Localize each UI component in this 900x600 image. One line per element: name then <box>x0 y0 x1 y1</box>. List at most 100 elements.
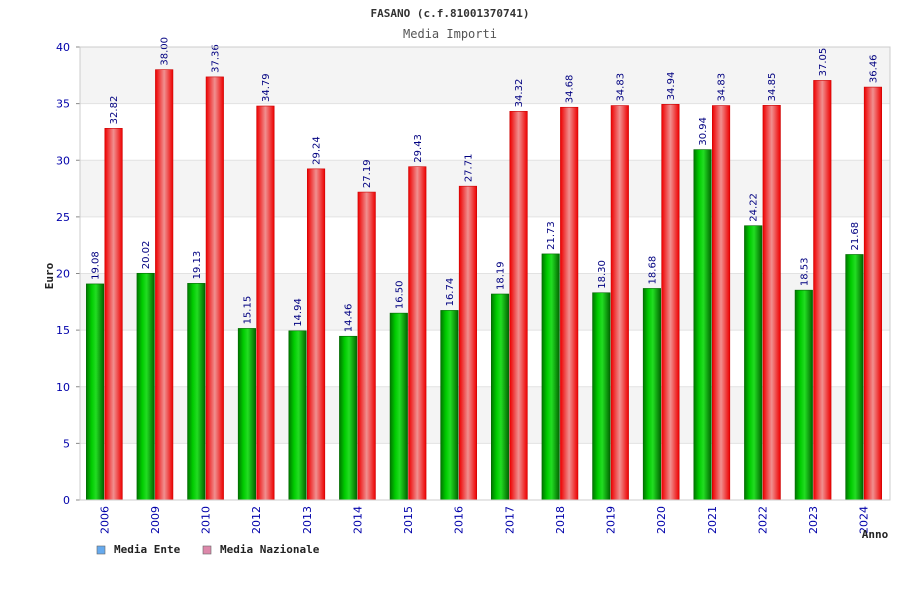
bar-media-ente-2016 <box>440 310 459 501</box>
x-tick-label: 2010 <box>200 506 213 534</box>
bar-media-ente-2009 <box>136 272 155 501</box>
x-tick-label: 2022 <box>756 506 769 534</box>
bar-media-ente-2006 <box>86 283 105 501</box>
bar-value-label: 21.68 <box>850 222 861 251</box>
legend-item-media-nazionale: Media Nazionale <box>202 543 320 556</box>
bar-media-ente-2019 <box>592 292 611 501</box>
bar-value-label: 32.82 <box>109 96 120 125</box>
bar-media-nazionale-2024 <box>863 86 882 501</box>
bar-value-label: 30.94 <box>698 117 709 146</box>
x-tick-label: 2021 <box>706 506 719 534</box>
bar-value-label: 20.02 <box>141 241 152 270</box>
bar-media-nazionale-2020 <box>661 104 680 501</box>
y-tick-label: 20 <box>56 268 70 281</box>
bar-media-ente-2017 <box>491 293 510 501</box>
bar-value-label: 34.32 <box>514 79 525 108</box>
bar-value-label: 24.22 <box>749 193 760 222</box>
bar-media-nazionale-2009 <box>155 69 174 501</box>
bar-media-nazionale-2018 <box>560 106 579 501</box>
chart-subtitle: Media Importi <box>403 27 497 41</box>
x-tick-label: 2024 <box>858 506 871 534</box>
x-tick-label: 2015 <box>402 506 415 534</box>
bar-media-nazionale-2014 <box>357 191 376 501</box>
bar-value-label: 16.50 <box>394 280 405 309</box>
bar-value-label: 29.43 <box>413 134 424 163</box>
bar-media-nazionale-2016 <box>458 185 477 501</box>
x-tick-label: 2014 <box>351 506 364 534</box>
bar-value-label: 37.05 <box>818 48 829 77</box>
bar-media-nazionale-2022 <box>762 105 781 501</box>
x-tick-label: 2023 <box>807 506 820 534</box>
bar-value-label: 29.24 <box>312 136 323 165</box>
bar-value-label: 37.36 <box>210 44 221 73</box>
bar-value-label: 15.15 <box>242 296 253 325</box>
x-tick-label: 2019 <box>605 506 618 534</box>
y-tick-label: 25 <box>56 211 70 224</box>
bar-value-label: 18.19 <box>496 261 507 290</box>
bar-value-label: 34.83 <box>615 73 626 102</box>
bar-value-label: 18.68 <box>647 256 658 285</box>
bar-value-label: 18.30 <box>597 260 608 289</box>
bar-media-ente-2014 <box>339 335 358 501</box>
legend-label-media-ente: Media Ente <box>114 543 181 556</box>
bar-media-nazionale-2010 <box>205 76 224 501</box>
x-tick-label: 2016 <box>453 506 466 534</box>
x-tick-label: 2013 <box>301 506 314 534</box>
y-tick-label: 0 <box>63 494 70 507</box>
x-tick-label: 2018 <box>554 506 567 534</box>
bar-media-nazionale-2017 <box>509 111 528 501</box>
bar-value-label: 36.46 <box>868 54 879 83</box>
bar-value-label: 14.94 <box>293 298 304 327</box>
y-axis-label: Euro <box>43 262 56 289</box>
bar-value-label: 27.71 <box>463 154 474 183</box>
x-tick-label: 2006 <box>98 506 111 534</box>
legend: Media Ente Media Nazionale <box>96 543 320 556</box>
bar-value-label: 34.85 <box>767 73 778 102</box>
bar-value-label: 34.79 <box>261 73 272 102</box>
bar-media-nazionale-2019 <box>610 105 629 501</box>
x-tick-label: 2020 <box>655 506 668 534</box>
y-tick-label: 10 <box>56 381 70 394</box>
legend-item-media-ente: Media Ente <box>96 543 181 556</box>
y-tick-label: 15 <box>56 324 70 337</box>
bar-data-labels: 19.08 32.82 20.02 38.00 19.13 37.36 15.15 34.79… <box>91 37 880 332</box>
chart-title: FASANO (c.f.81001370741) <box>371 7 530 20</box>
bar-media-ente-2013 <box>288 330 307 501</box>
x-tick-label: 2009 <box>149 506 162 534</box>
bar-value-label: 18.53 <box>799 258 810 287</box>
bar-value-label: 27.19 <box>362 159 373 188</box>
bar-value-label: 16.74 <box>445 278 456 307</box>
bar-media-nazionale-2021 <box>712 105 731 501</box>
bar-media-ente-2010 <box>187 283 206 501</box>
x-tick-label: 2017 <box>503 506 516 534</box>
x-tick-label: 2012 <box>250 506 263 534</box>
bar-media-nazionale-2013 <box>307 168 326 501</box>
bar-media-nazionale-2006 <box>104 128 123 501</box>
bar-value-label: 34.94 <box>666 72 677 101</box>
legend-label-media-nazionale: Media Nazionale <box>220 543 320 556</box>
bar-value-label: 34.83 <box>717 73 728 102</box>
x-axis-label: Anno <box>862 528 889 541</box>
legend-swatch-media-ente <box>96 545 106 555</box>
y-tick-label: 30 <box>56 154 70 167</box>
bar-value-label: 34.68 <box>565 75 576 104</box>
y-tick-label: 5 <box>63 437 70 450</box>
y-axis-ticks: 0 5 10 15 20 25 30 35 40 <box>56 41 80 507</box>
bar-media-nazionale-2023 <box>813 80 832 501</box>
bar-value-label: 14.46 <box>344 304 355 333</box>
bar-media-nazionale-2012 <box>256 105 275 501</box>
bar-media-ente-2021 <box>693 149 712 501</box>
legend-swatch-media-nazionale <box>202 545 212 555</box>
bar-media-ente-2022 <box>744 225 763 501</box>
bar-value-label: 38.00 <box>160 37 171 66</box>
bar-media-ente-2015 <box>389 312 408 501</box>
bar-value-label: 19.13 <box>192 251 203 280</box>
y-tick-label: 35 <box>56 98 70 111</box>
bar-media-ente-2024 <box>845 254 864 501</box>
bar-media-ente-2020 <box>642 288 661 501</box>
bar-media-nazionale-2015 <box>408 166 427 501</box>
x-axis-ticks: 2006 2009 2010 2012 2013 2014 2015 2016 2017 2018… <box>98 506 870 534</box>
y-tick-label: 40 <box>56 41 70 54</box>
bar-value-label: 19.08 <box>91 251 102 280</box>
